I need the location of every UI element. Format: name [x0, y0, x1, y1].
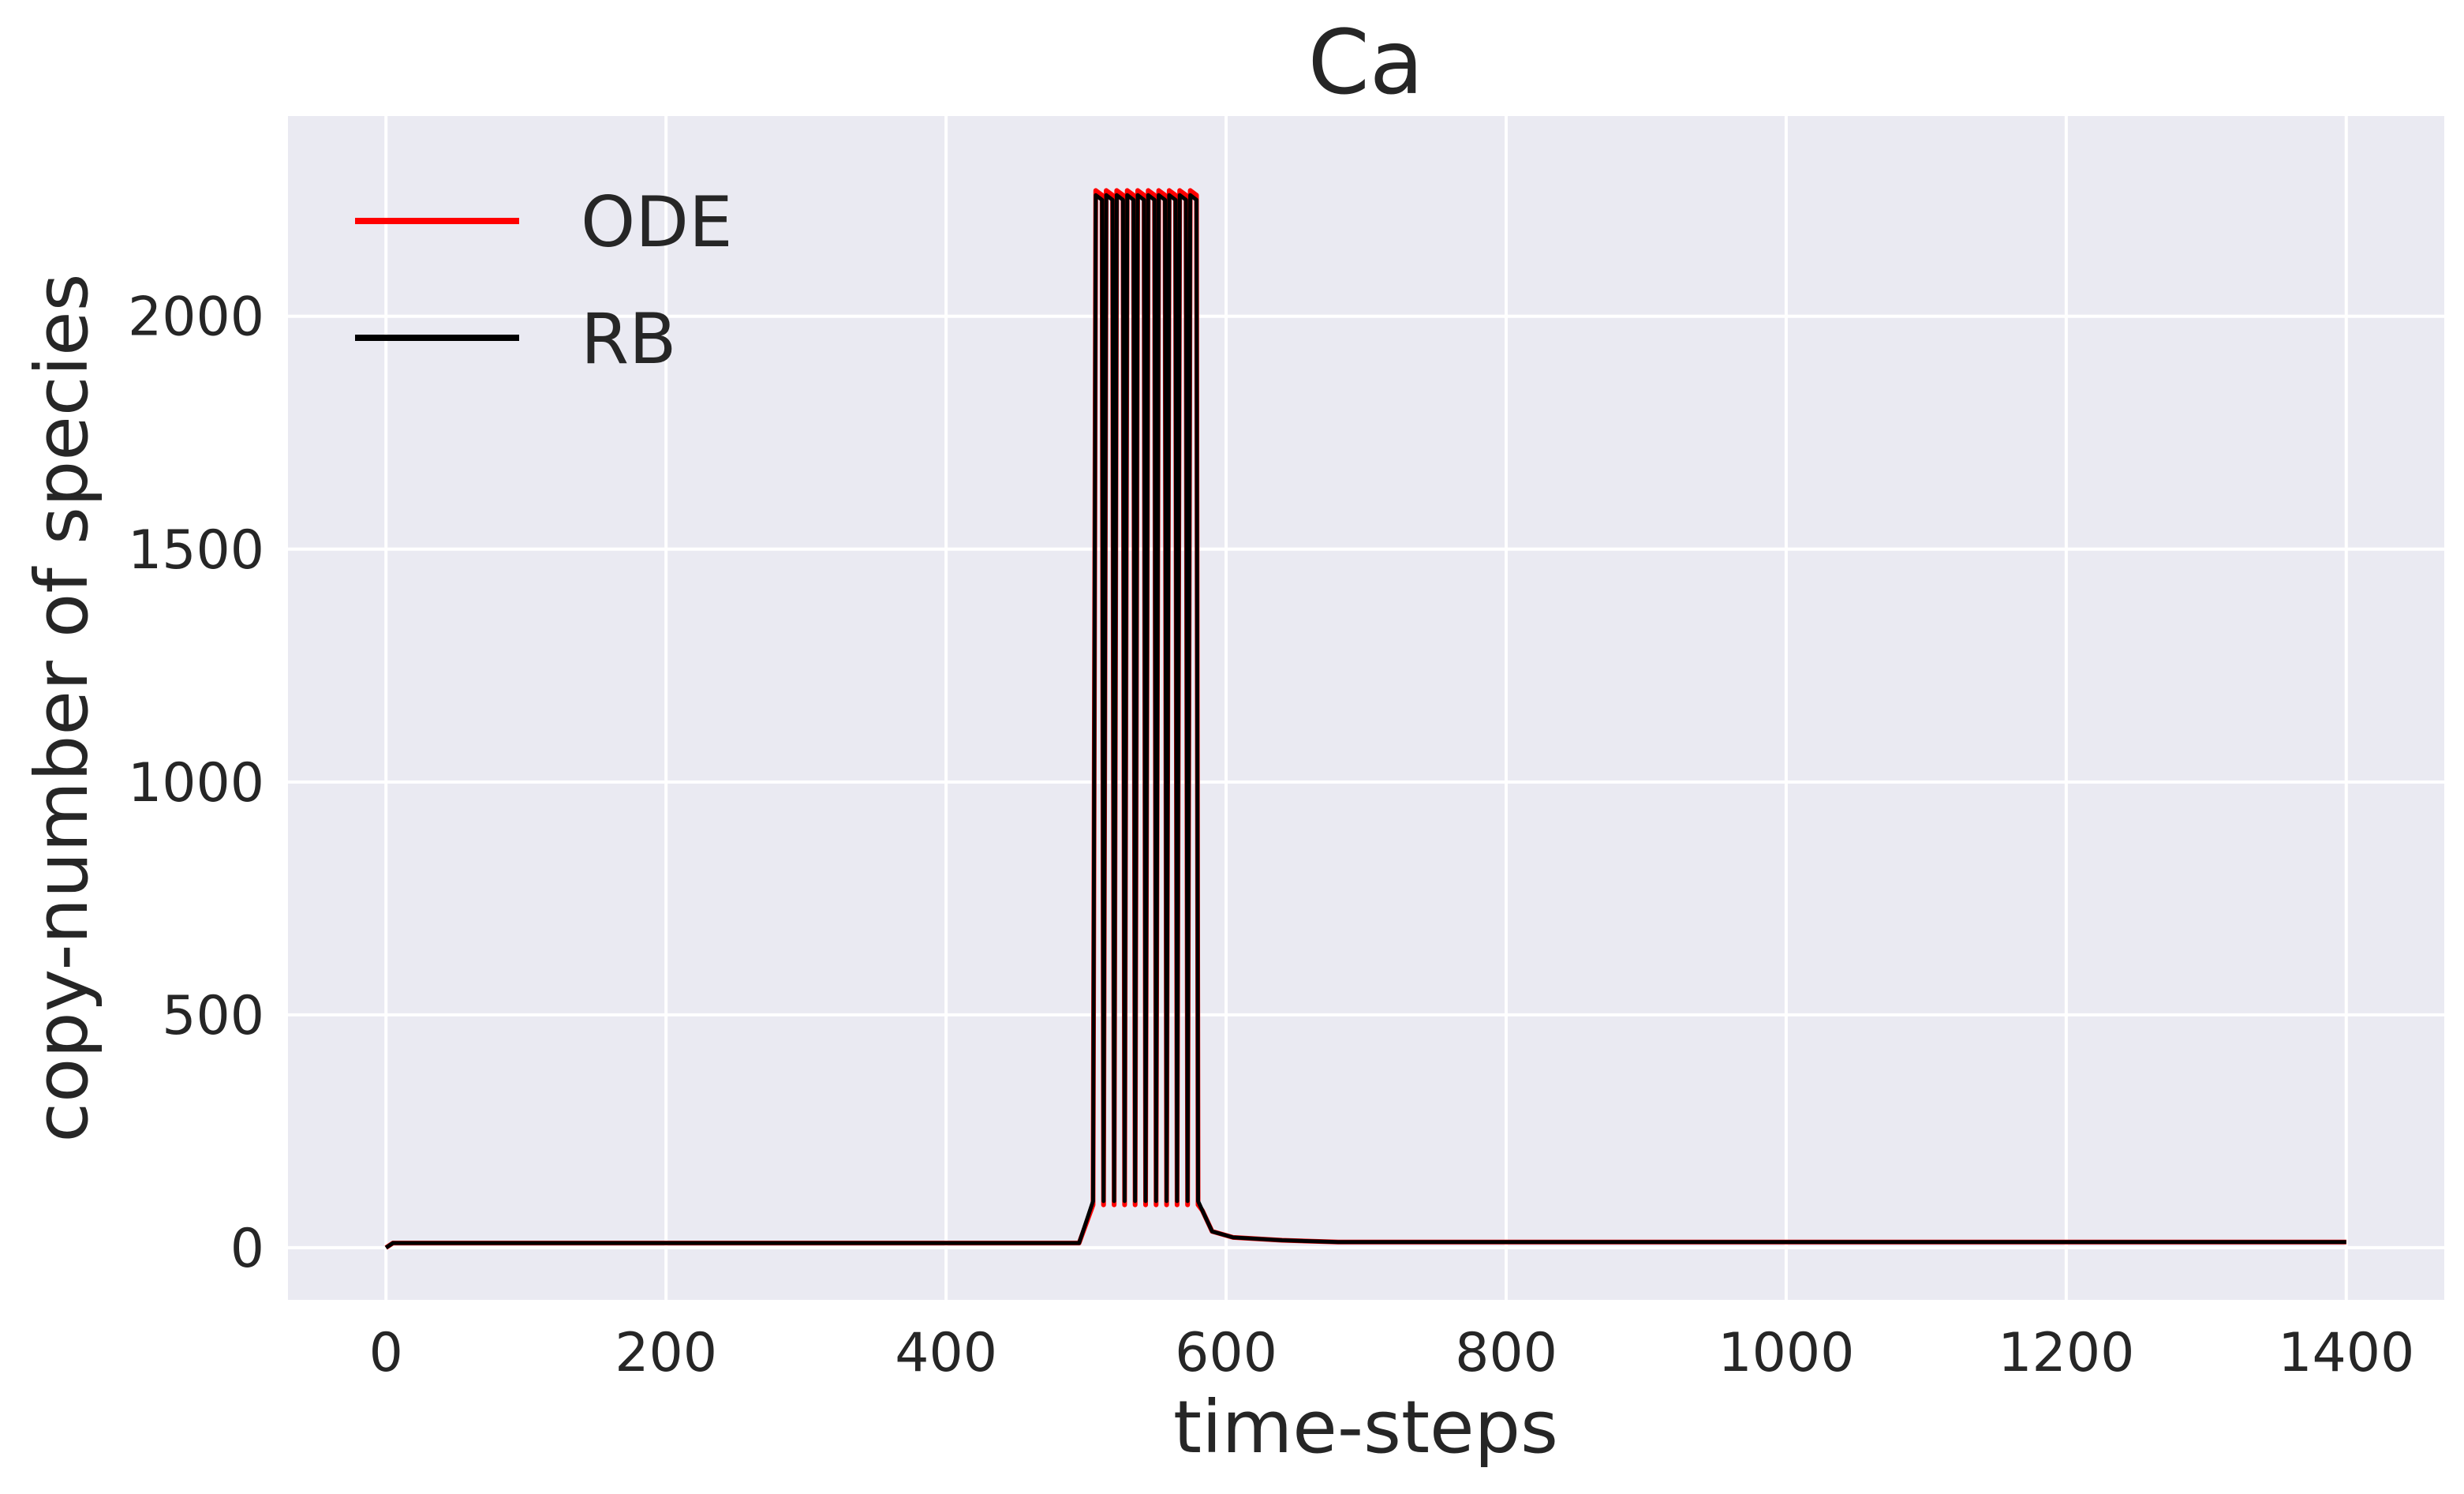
x-tick-label: 200	[615, 1322, 717, 1384]
y-tick-label: 1500	[128, 519, 264, 582]
x-tick-label: 400	[895, 1322, 997, 1384]
x-tick-label: 1200	[1998, 1322, 2134, 1384]
x-tick-label: 800	[1455, 1322, 1557, 1384]
y-tick-label: 1000	[128, 752, 264, 814]
y-axis-title: copy-number of species	[20, 273, 104, 1142]
series-layer	[384, 188, 2346, 1250]
series-line-rb	[384, 193, 2346, 1249]
x-tick-label: 1400	[2278, 1322, 2414, 1384]
x-tick-label: 0	[369, 1322, 403, 1384]
y-tick-label: 2000	[128, 286, 264, 349]
y-tick-label: 500	[162, 985, 264, 1047]
tick-layer: 0 200 400 600 800 1000 1200 1400 0 500 1000 1500 200…	[128, 286, 2414, 1384]
x-tick-label: 1000	[1718, 1322, 1854, 1384]
grid-layer	[288, 116, 2444, 1300]
plot-background	[288, 116, 2444, 1300]
chart-title: Ca	[1308, 12, 1424, 114]
legend: ODE RB	[355, 182, 733, 380]
x-tick-label: 600	[1175, 1322, 1277, 1384]
legend-label-ode: ODE	[581, 182, 733, 263]
y-tick-label: 0	[230, 1218, 264, 1280]
legend-label-rb: RB	[581, 298, 677, 380]
x-axis-title: time-steps	[1173, 1385, 1558, 1470]
